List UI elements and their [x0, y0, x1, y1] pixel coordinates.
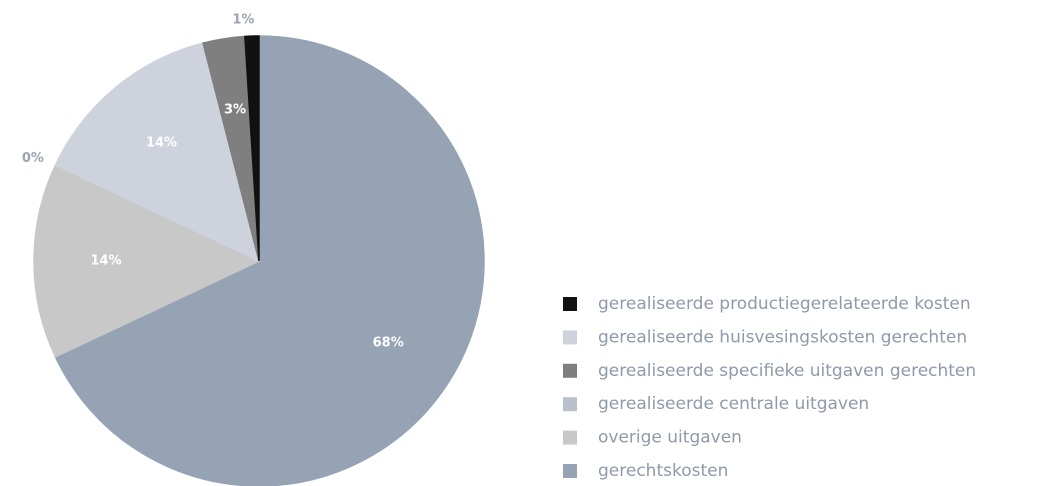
legend-swatch	[563, 430, 577, 445]
legend-label: gerechtskosten	[598, 461, 728, 481]
legend-swatch	[563, 330, 577, 345]
pie-slice	[33, 164, 261, 358]
pie-slice	[54, 35, 485, 486]
legend-swatch	[563, 397, 577, 412]
data-label: 3%	[224, 102, 246, 117]
legend-label: gerealiseerde huisvesingskosten gerechte…	[598, 327, 967, 347]
pie-slice	[54, 42, 261, 263]
data-label: 14%	[146, 136, 177, 151]
legend-label: gerealiseerde specifieke uitgaven gerech…	[598, 361, 976, 381]
legend-label: overige uitgaven	[598, 428, 742, 448]
data-label: 68%	[373, 335, 404, 350]
legend-label: gerealiseerde centrale uitgaven	[598, 394, 869, 414]
data-label: 0%	[22, 151, 44, 166]
legend-swatch	[563, 363, 577, 378]
pie-slice	[244, 35, 260, 262]
data-label: 14%	[90, 254, 121, 269]
legend-swatch	[563, 297, 577, 311]
legend-swatch	[563, 464, 577, 478]
legend-label: gerealiseerde productiegerelateerde kost…	[598, 294, 971, 314]
data-label: 1%	[232, 13, 254, 28]
